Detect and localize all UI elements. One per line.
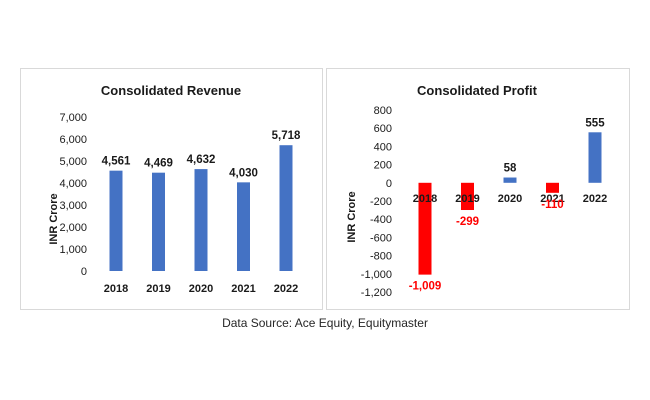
x-tick-label: 2019 bbox=[455, 193, 479, 205]
x-tick-label: 2021 bbox=[231, 283, 255, 295]
x-tick-label: 2018 bbox=[413, 193, 437, 205]
bar-2018 bbox=[418, 182, 432, 275]
data-source-note: Data Source: Ace Equity, Equitymaster bbox=[222, 316, 428, 330]
revenue-chart-panel: Consolidated Revenue INR Crore 0 1,000 2,0… bbox=[20, 68, 323, 310]
data-label: 555 bbox=[585, 117, 605, 129]
y-tick-label: 400 bbox=[374, 141, 392, 153]
data-label: -110 bbox=[541, 199, 563, 211]
x-tick-label: 2022 bbox=[274, 283, 298, 295]
data-label: -299 bbox=[456, 216, 479, 228]
y-tick-label: -400 bbox=[370, 214, 392, 226]
y-tick-label: 7,000 bbox=[59, 112, 87, 124]
bar-2021 bbox=[237, 182, 250, 271]
bar-2018 bbox=[109, 170, 123, 271]
data-label: -1,009 bbox=[409, 281, 442, 293]
bar-2019 bbox=[152, 172, 165, 271]
bar-group bbox=[418, 132, 602, 275]
y-tick-label: 1,000 bbox=[59, 244, 87, 256]
y-tick-label: 0 bbox=[386, 178, 392, 190]
data-label: 4,030 bbox=[229, 167, 258, 179]
profit-chart: Consolidated Profit INR Crore -1,200 -1,0… bbox=[346, 83, 607, 299]
y-tick-label: -200 bbox=[370, 196, 392, 208]
bar-group bbox=[109, 145, 293, 271]
chart-title: Consolidated Revenue bbox=[101, 83, 241, 98]
y-axis-title: INR Crore bbox=[346, 191, 358, 242]
data-label: 5,718 bbox=[272, 130, 301, 142]
bar-2022 bbox=[588, 132, 602, 183]
x-tick-label: 2022 bbox=[583, 193, 607, 205]
profit-chart-panel: Consolidated Profit INR Crore -1,200 -1,0… bbox=[326, 68, 630, 310]
bar-2020 bbox=[194, 169, 208, 271]
data-label: 4,632 bbox=[187, 154, 216, 166]
y-tick-label: 4,000 bbox=[59, 178, 87, 190]
x-tick-label: 2018 bbox=[104, 283, 128, 295]
bar-2022 bbox=[279, 145, 293, 271]
data-label: 58 bbox=[504, 163, 517, 175]
category-label-group: 2018 2019 2020 2021 2022 bbox=[413, 193, 607, 205]
bar-2021 bbox=[546, 182, 559, 193]
y-axis-title: INR Crore bbox=[48, 193, 60, 244]
y-tick-label: 800 bbox=[374, 105, 392, 117]
bar-2020 bbox=[503, 177, 517, 183]
y-tick-group: 0 1,000 2,000 3,000 4,000 5,000 6,000 7,000 bbox=[59, 112, 87, 278]
y-tick-label: 2,000 bbox=[59, 222, 87, 234]
y-tick-label: -1,200 bbox=[361, 287, 392, 299]
category-label-group: 2018 2019 2020 2021 2022 bbox=[104, 283, 298, 295]
x-tick-label: 2019 bbox=[146, 283, 170, 295]
y-tick-label: 5,000 bbox=[59, 156, 87, 168]
y-tick-label: -600 bbox=[370, 232, 392, 244]
data-label-group: -1,009 -299 58 -110 555 bbox=[409, 117, 606, 292]
data-label: 4,469 bbox=[144, 158, 173, 170]
data-label-group: 4,561 4,469 4,632 4,030 5,718 bbox=[102, 130, 301, 179]
y-tick-label: 3,000 bbox=[59, 200, 87, 212]
y-tick-label: 6,000 bbox=[59, 134, 87, 146]
y-tick-label: 0 bbox=[81, 266, 87, 278]
y-tick-label: 200 bbox=[374, 160, 392, 172]
data-label: 4,561 bbox=[102, 156, 131, 168]
x-tick-label: 2021 bbox=[540, 193, 564, 205]
y-tick-label: -1,000 bbox=[361, 269, 392, 281]
y-tick-label: -800 bbox=[370, 251, 392, 263]
y-tick-group: -1,200 -1,000 -800 -600 -400 -200 0 200 400 600 80… bbox=[361, 105, 392, 299]
x-tick-label: 2020 bbox=[189, 283, 213, 295]
chart-title: Consolidated Profit bbox=[417, 83, 538, 98]
y-tick-label: 600 bbox=[374, 123, 392, 135]
revenue-chart: Consolidated Revenue INR Crore 0 1,000 2,0… bbox=[48, 83, 301, 295]
x-tick-label: 2020 bbox=[498, 193, 522, 205]
bar-2019 bbox=[461, 182, 474, 211]
